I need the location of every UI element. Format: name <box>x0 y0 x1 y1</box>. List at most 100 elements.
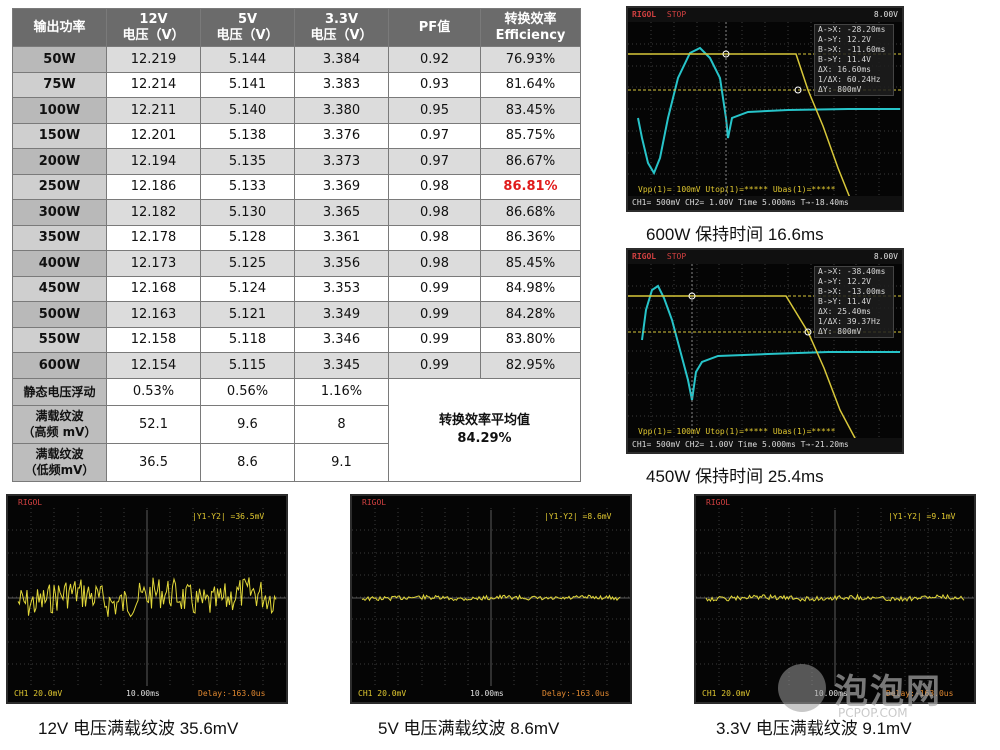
table-cell: 86.67% <box>480 148 581 175</box>
measure-line: A->X: -38.40ms <box>818 267 886 276</box>
table-row: 100W 12.211 5.140 3.380 0.95 83.45% <box>12 97 581 124</box>
ripple-trace <box>705 593 965 602</box>
timebase: 10.00ms <box>814 689 848 698</box>
power-supply-test-table: 输出功率 12V 电压（V） 5V 电压（V） 3.3V 电压（V） PF值 转换效率… <box>12 7 581 483</box>
caption-450w-holdup: 450W 保持时间 25.4ms <box>646 467 824 486</box>
ripple-scope-12v: RIGOL |Y1-Y2| =36.5mV CH1 20.0mV 10.00ms… <box>6 494 288 704</box>
table-cell: 3.361 <box>294 224 389 252</box>
ripple-high-3v3: 8 <box>294 404 389 444</box>
measurement-box: A->X: -28.20ms A->Y: 12.2V B->X: -11.60m… <box>814 24 894 96</box>
ripple-trace <box>17 577 277 618</box>
scope-grid-and-trace <box>696 508 974 686</box>
table-cell: 5.144 <box>200 46 295 73</box>
ripple-high-label: 满载纹波 （高频 mV） <box>12 404 107 444</box>
table-row: 75W 12.214 5.141 3.383 0.93 81.64% <box>12 71 581 99</box>
regulation-row: 静态电压浮动 0.53% 0.56% 1.16% 转换效率平均值 84.29% <box>12 377 581 483</box>
average-efficiency-cell: 转换效率平均值 84.29% <box>388 377 581 483</box>
measure-line: ΔY: 800mV <box>818 85 862 94</box>
table-cell: 3.373 <box>294 148 389 175</box>
measure-line: B->Y: 11.4V <box>818 55 871 64</box>
ripple-low-label: 满载纹波 （低频mV） <box>12 442 107 483</box>
table-cell: 12.214 <box>106 71 201 99</box>
channel-scale: CH1 20.0mV <box>14 689 63 698</box>
output-power-cell: 150W <box>12 122 107 150</box>
measure-line: A->Y: 12.2V <box>818 35 871 44</box>
scope-status-line: CH1= 500mV CH2= 1.00V Time 5.000ms T→-18… <box>628 196 902 210</box>
table-cell: 5.128 <box>200 224 295 252</box>
table-row: 200W 12.194 5.135 3.373 0.97 86.67% <box>12 148 581 175</box>
table-cell: 3.380 <box>294 97 389 124</box>
table-cell: 76.93% <box>480 46 581 73</box>
ripple-scope-3v3: RIGOL |Y1-Y2| =9.1mV CH1 20.0mV 10.00ms … <box>694 494 976 704</box>
status-label: STOP <box>666 10 687 19</box>
scope-top-bar: RIGOL STOP 8.00V <box>628 250 902 264</box>
table-cell: 0.98 <box>388 250 481 277</box>
table-cell: 5.130 <box>200 199 295 226</box>
table-row: 550W 12.158 5.118 3.346 0.99 83.80% <box>12 326 581 354</box>
output-power-cell: 250W <box>12 173 107 201</box>
ripple-low-3v3: 9.1 <box>294 442 389 483</box>
table-cell: 5.124 <box>200 275 295 303</box>
table-cell: 12.158 <box>106 326 201 354</box>
brand-label: RIGOL <box>632 252 657 261</box>
table-cell: 85.45% <box>480 250 581 277</box>
measure-line: B->X: -11.60ms <box>818 45 886 54</box>
cyan-ac-trace <box>641 284 900 401</box>
table-cell: 84.28% <box>480 301 581 328</box>
table-cell: 5.138 <box>200 122 295 150</box>
scope-status-line: CH1= 500mV CH2= 1.00V Time 5.000ms T→-21… <box>628 438 902 452</box>
table-cell: 83.45% <box>480 97 581 124</box>
ripple-trace <box>361 593 621 602</box>
caption-3v3-ripple: 3.3V 电压满载纹波 9.1mV <box>716 719 912 738</box>
ripple-high-row: 满载纹波 （高频 mV） 52.1 9.6 8 <box>12 404 581 444</box>
table-cell: 0.99 <box>388 352 481 379</box>
cursor-delta-label: |Y1-Y2| =8.6mV <box>544 512 612 521</box>
brand-label: RIGOL <box>18 498 43 507</box>
holdup-scope-450w: RIGOL STOP 8.00V A->X: -38.40ms A->Y: 12… <box>626 248 904 454</box>
watermark-logo-icon <box>778 664 826 712</box>
scope-grid-and-trace <box>352 508 630 686</box>
brand-label: RIGOL <box>632 10 657 19</box>
table-row: 500W 12.163 5.121 3.349 0.99 84.28% <box>12 301 581 328</box>
regulation-12v: 0.53% <box>106 377 201 406</box>
table-cell: 82.95% <box>480 352 581 379</box>
caption-600w-holdup: 600W 保持时间 16.6ms <box>646 225 824 244</box>
table-cell: 0.97 <box>388 122 481 150</box>
table-cell: 12.178 <box>106 224 201 252</box>
table-cell: 5.118 <box>200 326 295 354</box>
timebase: 10.00ms <box>470 689 504 698</box>
output-power-cell: 75W <box>12 71 107 99</box>
regulation-5v: 0.56% <box>200 377 295 406</box>
table-row: 300W 12.182 5.130 3.365 0.98 86.68% <box>12 199 581 226</box>
table-cell: 12.163 <box>106 301 201 328</box>
measure-line: ΔX: 25.40ms <box>818 307 871 316</box>
trigger-level: 8.00V <box>873 10 898 19</box>
cursor-delta-label: |Y1-Y2| =36.5mV <box>192 512 265 521</box>
table-cell: 0.95 <box>388 97 481 124</box>
channel-scale: CH1 20.0mV <box>358 689 407 698</box>
table-cell: 0.99 <box>388 275 481 303</box>
table-cell: 5.133 <box>200 173 295 201</box>
table-cell: 3.383 <box>294 71 389 99</box>
table-cell: 85.75% <box>480 122 581 150</box>
watermark-url: PCPOP.COM <box>838 706 908 720</box>
ripple-low-5v: 8.6 <box>200 442 295 483</box>
cursor-a-marker <box>722 50 730 58</box>
table-cell: 0.93 <box>388 71 481 99</box>
status-label: STOP <box>666 252 687 261</box>
table-cell: 3.349 <box>294 301 389 328</box>
output-power-cell: 500W <box>12 301 107 328</box>
table-cell: 86.36% <box>480 224 581 252</box>
table-cell: 12.154 <box>106 352 201 379</box>
measure-line: A->X: -28.20ms <box>818 25 886 34</box>
table-row: 50W 12.219 5.144 3.384 0.92 76.93% <box>12 46 581 73</box>
table-cell: 12.201 <box>106 122 201 150</box>
table-cell: 5.125 <box>200 250 295 277</box>
table-cell: 5.115 <box>200 352 295 379</box>
table-cell: 84.98% <box>480 275 581 303</box>
delay-label: Delay:-163.0us <box>886 689 954 698</box>
watermark-text: 泡泡网 <box>834 672 942 712</box>
table-cell: 12.219 <box>106 46 201 73</box>
output-power-cell: 450W <box>12 275 107 303</box>
table-header-row: 输出功率 12V 电压（V） 5V 电压（V） 3.3V 电压（V） PF值 转换效率… <box>12 7 581 48</box>
